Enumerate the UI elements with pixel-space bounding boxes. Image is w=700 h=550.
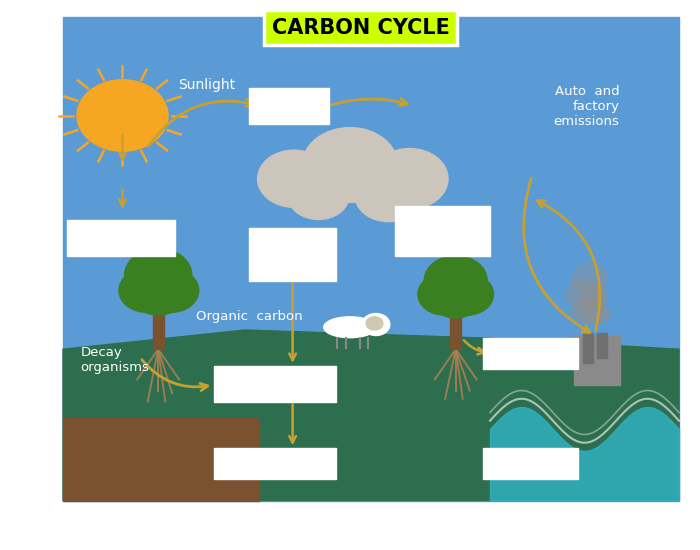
Circle shape — [440, 273, 494, 315]
Circle shape — [119, 268, 175, 312]
Bar — [66, 220, 175, 256]
Bar — [214, 366, 336, 402]
Bar — [483, 448, 578, 478]
Ellipse shape — [323, 317, 377, 338]
Circle shape — [366, 317, 383, 330]
Circle shape — [258, 150, 330, 207]
Bar — [450, 302, 461, 349]
Text: Sunlight: Sunlight — [178, 78, 236, 92]
Bar — [395, 206, 490, 256]
Circle shape — [573, 264, 608, 292]
Bar — [574, 336, 620, 385]
Circle shape — [424, 256, 487, 305]
Bar — [483, 338, 578, 368]
Circle shape — [362, 314, 390, 336]
Circle shape — [77, 80, 168, 151]
Circle shape — [573, 299, 603, 323]
Bar — [248, 88, 329, 124]
Text: Organic  carbon: Organic carbon — [196, 310, 302, 323]
Bar — [248, 228, 336, 280]
Polygon shape — [63, 330, 679, 500]
Circle shape — [355, 169, 422, 222]
Circle shape — [580, 286, 608, 308]
Bar — [597, 333, 607, 358]
Circle shape — [143, 268, 199, 312]
Circle shape — [132, 273, 185, 315]
Text: Auto  and
factory
emissions: Auto and factory emissions — [554, 85, 620, 128]
Circle shape — [125, 249, 192, 301]
Text: CARBON CYCLE: CARBON CYCLE — [272, 18, 449, 37]
Polygon shape — [63, 418, 259, 500]
Circle shape — [302, 128, 398, 202]
Text: Decay
organisms: Decay organisms — [80, 346, 149, 374]
Circle shape — [566, 279, 604, 309]
Circle shape — [584, 304, 609, 323]
Circle shape — [430, 278, 481, 318]
Bar — [214, 448, 336, 478]
Circle shape — [288, 171, 349, 219]
Circle shape — [371, 148, 448, 209]
Bar — [153, 300, 164, 349]
Bar — [583, 333, 593, 363]
Bar — [63, 16, 679, 500]
Circle shape — [418, 273, 471, 315]
